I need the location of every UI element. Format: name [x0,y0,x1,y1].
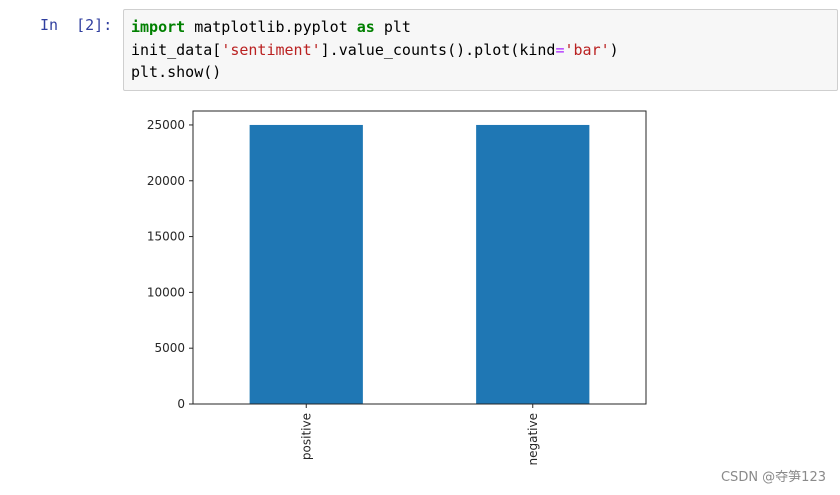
x-tick-label: positive [299,413,313,460]
bar-positive [249,124,363,404]
code-token: plt.show() [131,63,222,81]
plot-frame [192,110,647,405]
code-line-1: import matplotlib.pyplot as plt [131,16,837,39]
code-cell-input[interactable]: import matplotlib.pyplot as plt init_dat… [123,9,838,91]
y-tick-label: 10000 [147,285,185,299]
y-tick-label: 20000 [147,174,185,188]
x-tick-label: negative [526,413,540,465]
code-line-2: init_data['sentiment'].value_counts().pl… [131,39,837,62]
code-token: as [356,18,375,36]
code-token: matplotlib.pyplot [185,18,357,36]
code-token: = [555,40,565,59]
code-token: ) [609,40,619,59]
chart-layer: positive negative 0 5000 10000 15000 20000 2500… [147,110,647,465]
bar-negative [476,124,590,404]
code-token: init_data[ [131,40,222,59]
y-tick-label: 15000 [147,230,185,244]
y-tick-label: 0 [177,397,185,411]
y-tick-label: 5000 [154,341,185,355]
code-line-3: plt.show() [131,61,837,84]
cell-prompt: In [2]: [40,16,113,34]
code-token: 'sentiment' [221,40,321,59]
csdn-watermark: CSDN @夺笋123 [720,470,826,485]
code-token: 'bar' [564,40,610,59]
code-token: plt [374,18,411,36]
code-token: ].value_counts().plot(kind [320,40,556,59]
y-tick-label: 25000 [147,118,185,132]
code-token: import [131,18,186,36]
